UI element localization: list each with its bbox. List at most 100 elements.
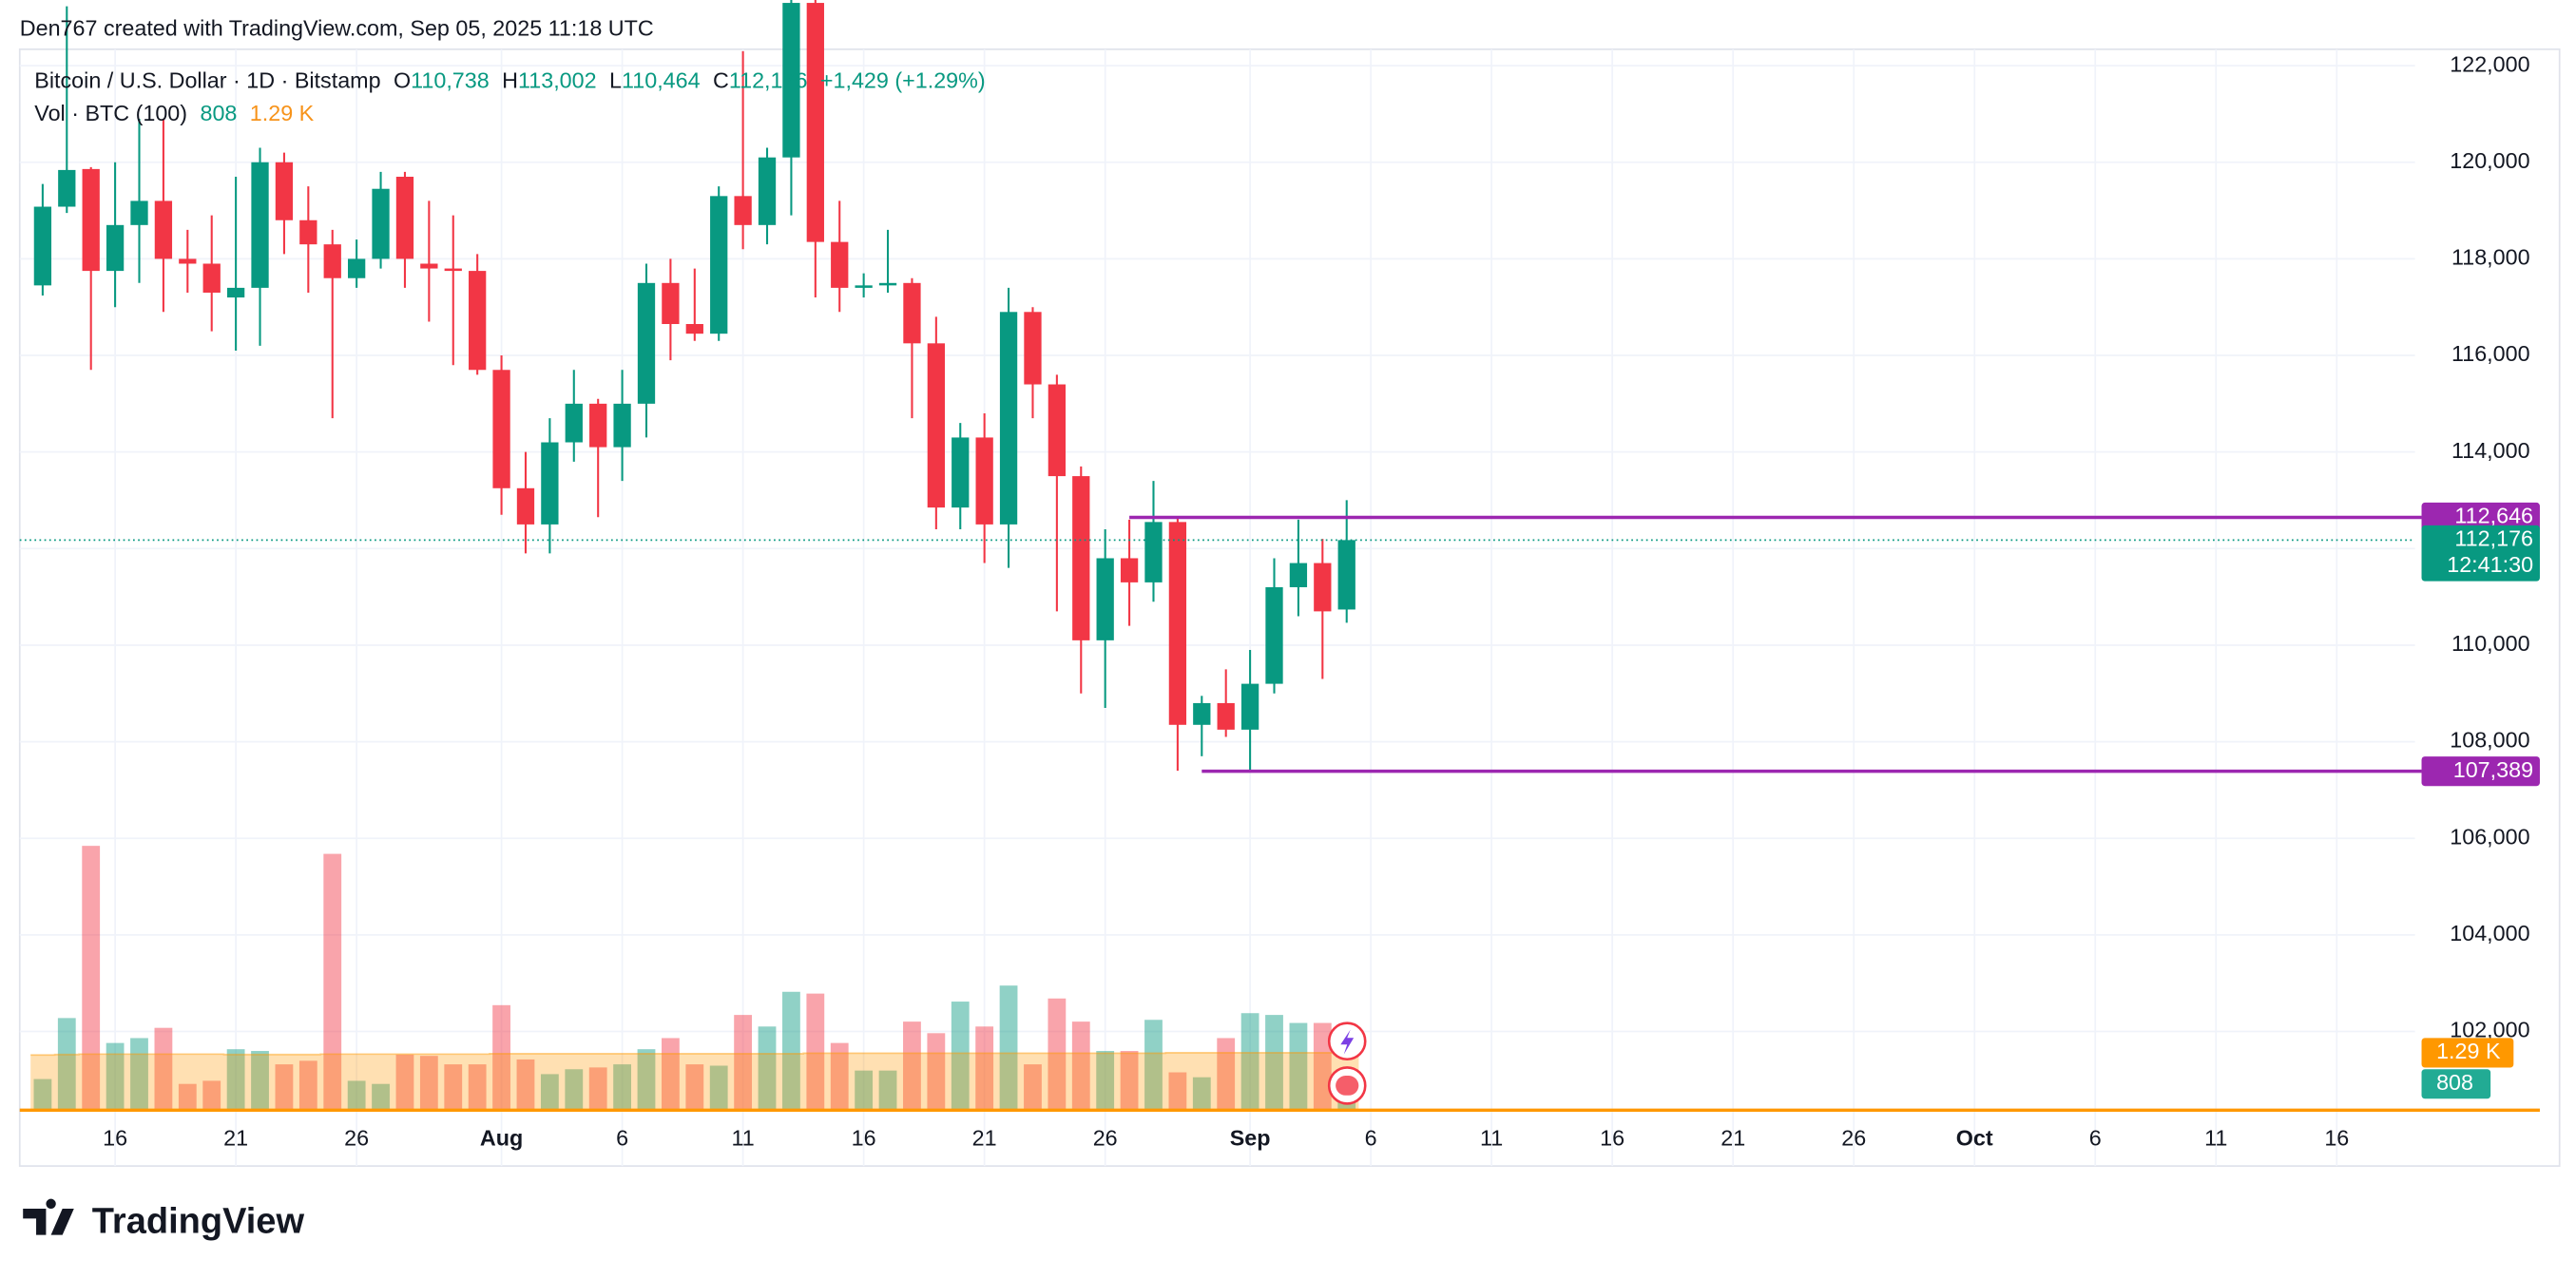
x-tick-label: 16: [1600, 1126, 1624, 1151]
candle-body: [613, 403, 631, 448]
y-tick-label: 118,000: [2451, 245, 2530, 270]
x-tick-label: 16: [2324, 1126, 2349, 1151]
candle-body: [58, 169, 76, 207]
candle-body: [999, 312, 1018, 525]
ohlc-value: 110,738: [411, 68, 490, 93]
candle-body: [82, 168, 100, 272]
ohlc-key: L: [609, 68, 622, 93]
candle-body: [1144, 522, 1163, 582]
ohlc-value: 112,176: [729, 68, 808, 93]
candle-body: [154, 200, 173, 259]
countdown: 12:41:30: [2447, 552, 2533, 577]
volume-bar: [57, 1018, 76, 1111]
candle-body: [130, 200, 148, 225]
y-tick-label: 104,000: [2450, 921, 2529, 945]
candle-body: [975, 437, 993, 525]
grid: [19, 48, 2415, 1167]
volume-bar: [130, 1038, 148, 1111]
y-tick-label: 114,000: [2451, 438, 2530, 463]
candle-body: [541, 442, 559, 525]
volume-bar: [468, 1064, 487, 1111]
price-label: 112,176: [2454, 526, 2533, 551]
ohlc-key: O: [394, 68, 411, 93]
candle-body: [565, 403, 583, 443]
x-tick-label: 6: [2089, 1126, 2102, 1151]
legend-main: Bitcoin / U.S. Dollar · 1D · Bitstamp O1…: [34, 68, 985, 93]
candle-body: [758, 157, 777, 225]
candle-body: [878, 282, 897, 286]
candle-body: [516, 487, 535, 525]
credit: Den767 created with TradingView.com, Sep…: [20, 15, 654, 40]
candle-body: [1168, 522, 1187, 725]
ohlc-key: C: [713, 68, 729, 93]
volume-bar: [372, 1083, 390, 1111]
volume-bar: [33, 1079, 52, 1111]
y-tick-label: 122,000: [2450, 51, 2529, 76]
volume-bar: [927, 1033, 946, 1111]
volume-bar: [637, 1049, 656, 1111]
candle-body: [710, 196, 728, 334]
event-icons: [1327, 1021, 1367, 1105]
candle-body: [1120, 558, 1139, 582]
candle-body: [33, 206, 52, 286]
volume-bar: [1144, 1020, 1163, 1111]
volume-bar: [734, 1015, 753, 1111]
volume-bar: [613, 1064, 631, 1111]
volume-bar: [106, 1042, 125, 1111]
x-tick-label: Oct: [1956, 1126, 1993, 1151]
y-tick-label: 120,000: [2450, 148, 2529, 173]
volume-bar: [662, 1038, 680, 1111]
x-tick-label: 11: [2204, 1126, 2227, 1151]
x-tick-label: 11: [732, 1126, 755, 1151]
brand-logo: TradingView: [23, 1198, 304, 1242]
volume-bar: [1168, 1072, 1187, 1111]
volume-bar: [1313, 1022, 1332, 1111]
volume-bar: [878, 1070, 897, 1111]
volume-label: 1.29 K: [2436, 1039, 2501, 1063]
candle-body: [226, 287, 245, 298]
volume-bar: [1048, 998, 1067, 1111]
candle-body: [1024, 312, 1042, 385]
volume-bar: [540, 1074, 559, 1111]
volume-bar: [999, 985, 1018, 1111]
price-label-box: [2421, 756, 2540, 787]
volume-bar: [758, 1026, 777, 1111]
candle-body: [202, 263, 221, 293]
volume-label-box: [2421, 1038, 2514, 1068]
volume-bar: [1071, 1021, 1090, 1111]
legend-volume: Vol · BTC (100) 808 1.29 K: [34, 101, 314, 125]
candle-body: [1072, 476, 1090, 640]
volume-bar: [1192, 1077, 1211, 1111]
candle-body: [444, 268, 462, 272]
x-tick-label: 21: [223, 1126, 248, 1151]
candle-body: [1314, 563, 1332, 612]
x-tick-label: 26: [1841, 1126, 1866, 1151]
candle-body: [831, 241, 849, 288]
volume-value: 808: [200, 101, 237, 125]
volume-bar: [395, 1054, 414, 1111]
candle-body: [1289, 563, 1308, 587]
candle-body: [734, 196, 752, 225]
volume-bar: [323, 853, 342, 1111]
icon: [1340, 1029, 1355, 1055]
candle-body: [395, 177, 414, 259]
candle-body: [1217, 702, 1235, 730]
axes: 16 21 26 Aug 6 11 16 21 26 Sep 6 11 16 21 26 Oct 6 11 16 10…: [103, 51, 2540, 1151]
volume-bar: [419, 1056, 438, 1111]
y-tick-label: 116,000: [2451, 341, 2530, 366]
candle-body: [251, 162, 269, 288]
frame: [18, 48, 2561, 1167]
volume-bar: [951, 1002, 970, 1111]
candle-body: [1193, 702, 1211, 725]
candle-body: [952, 437, 970, 508]
volume-ma-area: [30, 1052, 1359, 1111]
volume-bar: [298, 1060, 317, 1111]
x-tick-label: 16: [103, 1126, 127, 1151]
volume-bar: [1120, 1051, 1139, 1111]
candle-body: [1096, 558, 1114, 640]
volume-bar: [1265, 1015, 1283, 1111]
x-tick-label: Aug: [480, 1126, 523, 1151]
change: +1,429 (+1.29%): [820, 68, 986, 93]
price-label-box: [2421, 525, 2540, 582]
